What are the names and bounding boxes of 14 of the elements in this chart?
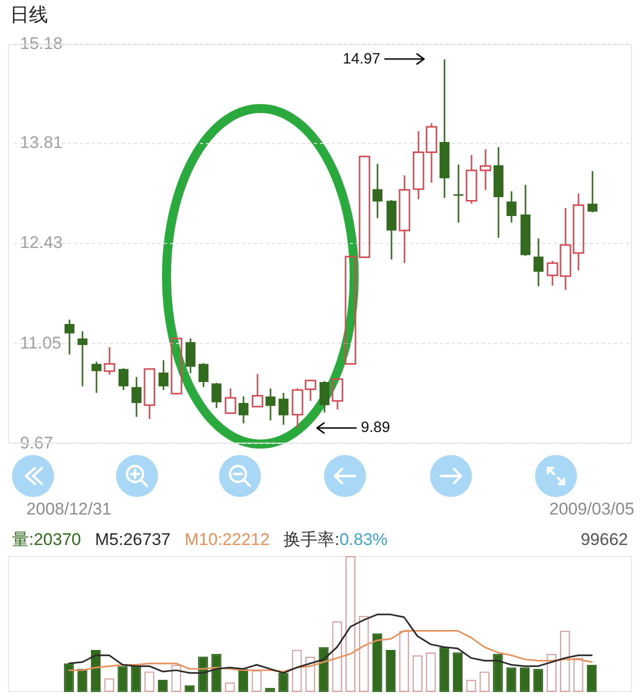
text: M10:22212 bbox=[184, 529, 270, 551]
y-tick-label: 13.81 bbox=[20, 133, 63, 152]
annotation: 14.97 bbox=[342, 50, 380, 68]
text: M5:26737 bbox=[95, 529, 171, 551]
chart-title: 日线 bbox=[10, 5, 48, 27]
annotation: 9.89 bbox=[360, 418, 390, 436]
y-tick-label: 11.05 bbox=[20, 333, 62, 352]
text: 量:20370 bbox=[12, 529, 81, 551]
x-tick-label: 2009/03/05 bbox=[549, 499, 634, 518]
text: 换手率:0.83% bbox=[284, 530, 388, 549]
y-tick-label: 12.43 bbox=[20, 233, 63, 252]
text: 99662 bbox=[580, 529, 628, 551]
x-tick-label: 2008/12/31 bbox=[26, 499, 112, 518]
y-tick-label: 15.18 bbox=[20, 34, 63, 53]
